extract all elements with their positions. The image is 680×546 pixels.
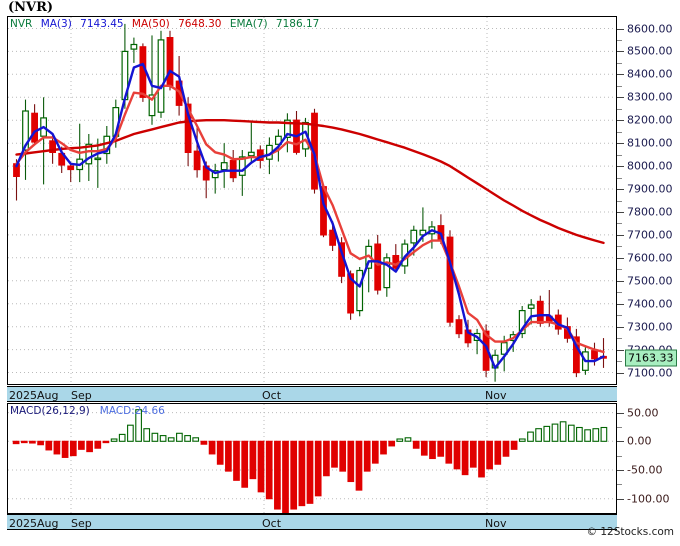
price-minor-tick <box>617 200 622 202</box>
macd-tick-label: 50.00 <box>627 406 659 420</box>
price-tick-label: 7800.00 <box>627 205 673 219</box>
price-chart-panel <box>7 16 617 385</box>
price-axis: 8600.00 8500.00 8400.00 8300.00 8200.00 8100.… <box>617 16 680 385</box>
price-tick-label: 7100.00 <box>627 366 673 379</box>
price-tick-label: 8300.00 <box>627 90 673 104</box>
macd-legend: MACD(26,12,9) MACD:24.66 <box>10 405 165 417</box>
price-minor-tick <box>617 315 622 317</box>
macd-minor-tick <box>617 455 622 457</box>
price-tick-mark <box>617 166 624 168</box>
macd-tick-mark <box>617 470 624 471</box>
price-minor-tick <box>617 338 622 340</box>
legend-ma3-value: 7143.45 <box>80 18 124 30</box>
price-minor-tick <box>617 131 622 133</box>
price-tick-label: 8000.00 <box>627 159 673 173</box>
macd-chart-svg <box>8 404 616 513</box>
price-minor-tick <box>617 177 622 179</box>
price-tick-mark <box>617 257 624 259</box>
macd-minor-tick <box>617 484 622 486</box>
price-tick-mark <box>617 74 624 76</box>
price-tick-mark <box>617 212 624 213</box>
price-minor-tick <box>617 62 622 64</box>
macd-minor-tick <box>617 426 622 428</box>
price-tick-mark <box>617 349 624 351</box>
price-minor-tick <box>617 269 622 271</box>
price-tick-label: 7700.00 <box>627 228 673 242</box>
price-minor-tick <box>617 223 622 225</box>
price-tick-label: 7900.00 <box>627 182 673 196</box>
price-tick-mark <box>617 189 624 190</box>
legend-ema7-label: EMA(7) <box>229 18 268 30</box>
macd-tick-mark <box>617 412 624 414</box>
price-minor-tick <box>617 85 622 87</box>
price-tick-mark <box>617 143 624 145</box>
copyright-label: © 12Stocks.com <box>586 526 675 538</box>
price-tick-mark <box>617 97 624 99</box>
price-tick-mark <box>617 303 624 305</box>
price-tick-label: 7500.00 <box>627 274 673 288</box>
price-tick-label: 8200.00 <box>627 113 673 127</box>
date-axis-label: 2025Aug <box>9 517 59 530</box>
price-tick-label: 8500.00 <box>627 44 673 58</box>
price-minor-tick <box>617 361 622 363</box>
price-tick-mark <box>617 372 624 374</box>
page-title: (NVR) <box>8 0 54 15</box>
legend-ema7-value: 7186.17 <box>275 18 320 30</box>
price-minor-tick <box>617 246 622 248</box>
price-minor-tick <box>617 39 622 41</box>
macd-legend-value: MACD:24.66 <box>99 405 165 417</box>
last-price-badge: 7163.33 <box>625 349 677 367</box>
price-tick-label: 7400.00 <box>627 297 673 311</box>
legend-symbol: NVR <box>10 18 33 30</box>
price-tick-label: 8100.00 <box>627 136 673 150</box>
price-tick-label: 7300.00 <box>627 320 673 334</box>
macd-tick-mark <box>617 498 624 500</box>
price-tick-mark <box>617 120 624 122</box>
macd-tick-mark <box>617 441 624 443</box>
price-minor-tick <box>617 108 622 110</box>
legend-ma50-label: MA(50) <box>131 18 170 30</box>
macd-legend-name: MACD(26,12,9) <box>10 405 90 417</box>
date-axis-label: Nov <box>485 389 507 402</box>
date-axis-label: Oct <box>262 517 282 530</box>
macd-tick-label: -50.00 <box>627 463 663 477</box>
macd-axis: 50.00 0.00 -50.00 -100.00 <box>617 403 680 514</box>
price-tick-label: 8400.00 <box>627 67 673 81</box>
price-tick-mark <box>617 280 624 282</box>
date-axis-label: Nov <box>485 517 507 530</box>
date-axis-label: Oct <box>262 389 282 402</box>
date-axis-bottom: 2025Aug Sep Oct Nov <box>7 514 617 530</box>
price-tick-mark <box>617 28 624 30</box>
price-minor-tick <box>617 154 622 156</box>
macd-tick-label: -100.00 <box>627 492 670 506</box>
date-axis-top: 2025Aug Sep Oct Nov <box>7 386 617 402</box>
legend-ma50-value: 7648.30 <box>178 18 222 30</box>
macd-panel <box>7 403 617 514</box>
date-axis-label: 2025Aug <box>9 389 59 402</box>
price-tick-mark <box>617 326 624 328</box>
price-tick-label: 7600.00 <box>627 251 673 265</box>
price-tick-mark <box>617 234 624 236</box>
legend-ma3-label: MA(3) <box>40 18 72 30</box>
macd-tick-label: 0.00 <box>627 434 652 448</box>
price-chart-svg <box>8 17 616 384</box>
price-minor-tick <box>617 292 622 294</box>
price-tick-label: 8600.00 <box>627 22 673 35</box>
date-axis-label: Sep <box>71 517 92 530</box>
price-tick-mark <box>617 51 624 53</box>
date-axis-label: Sep <box>71 389 92 402</box>
price-legend: NVR MA(3) 7143.45 MA(50) 7648.30 EMA(7) … <box>10 18 324 30</box>
